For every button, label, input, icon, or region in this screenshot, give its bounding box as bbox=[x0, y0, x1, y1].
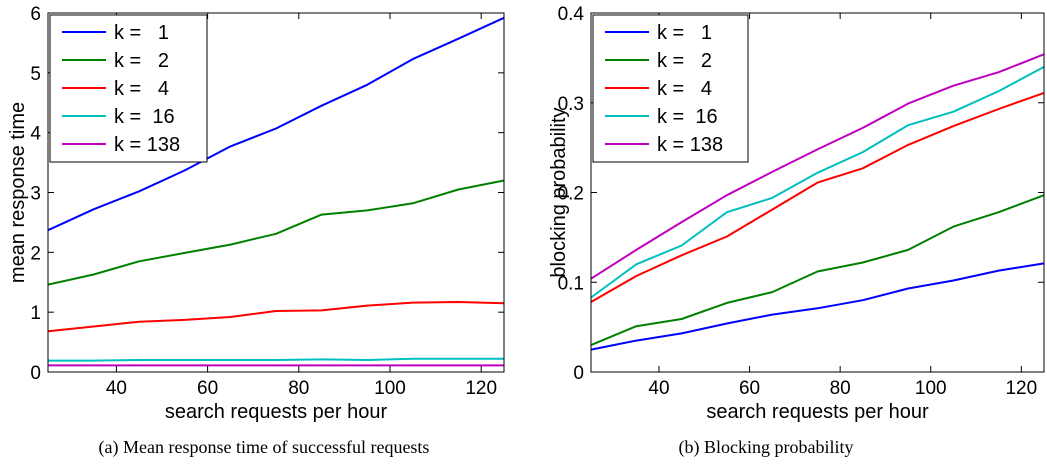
chart-b-x-tick-label: 40 bbox=[648, 378, 669, 399]
chart-a-legend: k = 1 k = 2 k = 4 k = 16 k = 138 bbox=[49, 14, 208, 163]
chart-a-legend-label-4: k = 16 bbox=[114, 106, 175, 128]
chart-b-x-axis-label: search requests per hour bbox=[706, 401, 929, 423]
chart-a-y-tick-label: 4 bbox=[30, 124, 41, 145]
chart-a-series bbox=[47, 16, 505, 367]
chart-b-y-tick-label: 0.2 bbox=[558, 184, 584, 205]
chart-a-y-tick-label: 2 bbox=[30, 243, 41, 264]
chart-a-x-axis-label: search requests per hour bbox=[165, 401, 388, 423]
chart-b: 40 60 80 100 120 0 0.1 0.2 0.3 0.4 search request… bbox=[548, 4, 1045, 458]
chart-a-series-line-1 bbox=[47, 16, 505, 232]
chart-b-legend: k = 1 k = 2 k = 4 k = 16 k = 138 bbox=[592, 14, 749, 163]
chart-a-y-tick-label: 3 bbox=[30, 184, 41, 205]
chart-a-series-line-4 bbox=[48, 357, 504, 362]
chart-b-y-axis-label: blocking probability bbox=[548, 107, 570, 277]
chart-b-series-line-3 bbox=[590, 91, 1045, 303]
chart-b-x-tick-label: 80 bbox=[830, 378, 851, 399]
chart-b-ticks: 40 60 80 100 120 0 0.1 0.2 0.3 0.4 bbox=[558, 4, 1044, 399]
chart-b-legend-label-4: k = 16 bbox=[657, 106, 718, 128]
chart-b-legend-label-5: k = 138 bbox=[657, 134, 723, 156]
chart-a-legend-label-2: k = 2 bbox=[114, 50, 169, 72]
chart-b-caption: (b) Blocking probability bbox=[679, 437, 854, 458]
chart-a-caption: (a) Mean response time of successful req… bbox=[99, 437, 430, 458]
chart-a-x-tick-label: 120 bbox=[465, 378, 497, 399]
chart-b-series bbox=[590, 53, 1045, 351]
chart-b-x-tick-label: 60 bbox=[739, 378, 760, 399]
chart-a-ticks: 40 60 80 100 120 0 1 2 3 4 5 6 bbox=[30, 4, 504, 399]
chart-b-y-tick-label: 0.3 bbox=[558, 94, 584, 115]
chart-b-series-line-4 bbox=[590, 66, 1045, 299]
chart-b-legend-label-3: k = 4 bbox=[657, 78, 712, 100]
chart-b-y-tick-label: 0.1 bbox=[558, 273, 584, 294]
chart-a-y-tick-label: 6 bbox=[30, 4, 41, 25]
chart-b-x-tick-label: 100 bbox=[915, 378, 947, 399]
chart-a-y-tick-label: 0 bbox=[30, 363, 41, 384]
chart-a-x-tick-label: 100 bbox=[374, 378, 406, 399]
chart-b-y-tick-label: 0.4 bbox=[558, 4, 585, 25]
chart-a-legend-label-5: k = 138 bbox=[114, 134, 180, 156]
chart-b-series-line-5 bbox=[590, 53, 1045, 280]
chart-a-y-tick-label: 1 bbox=[30, 303, 41, 324]
chart-a-series-line-2 bbox=[47, 179, 505, 286]
chart-a-x-tick-label: 80 bbox=[288, 378, 309, 399]
chart-b-series-line-2 bbox=[590, 194, 1045, 347]
chart-b-legend-label-1: k = 1 bbox=[657, 22, 712, 44]
chart-a-legend-label-3: k = 4 bbox=[114, 78, 169, 100]
chart-a-y-tick-label: 5 bbox=[30, 64, 41, 85]
chart-a-legend-box bbox=[49, 14, 208, 163]
chart-a-series-line-3 bbox=[47, 301, 505, 333]
chart-a: 40 60 80 100 120 0 1 2 3 4 5 6 search requests per … bbox=[7, 4, 505, 458]
chart-b-x-tick-label: 120 bbox=[1005, 378, 1037, 399]
chart-a-y-axis-label: mean response time bbox=[7, 102, 29, 283]
chart-b-series-line-1 bbox=[590, 262, 1045, 351]
chart-a-x-tick-label: 40 bbox=[106, 378, 127, 399]
chart-b-y-tick-label: 0 bbox=[573, 363, 584, 384]
chart-a-x-tick-label: 60 bbox=[197, 378, 218, 399]
chart-b-legend-label-2: k = 2 bbox=[657, 50, 712, 72]
chart-a-legend-label-1: k = 1 bbox=[114, 22, 169, 44]
